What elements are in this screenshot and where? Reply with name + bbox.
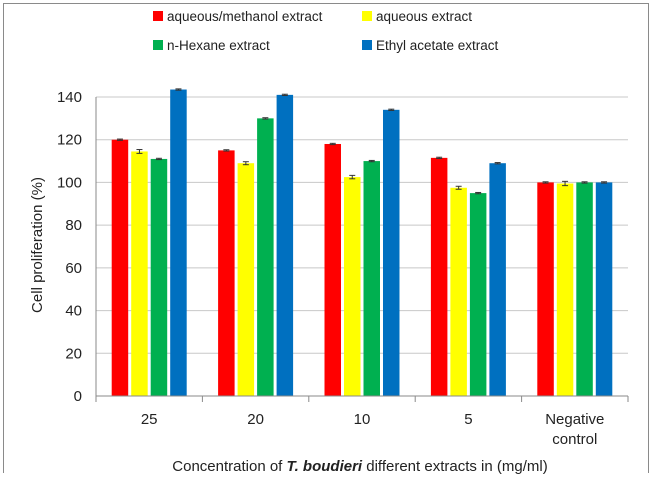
legend-label: n-Hexane extract [167,38,270,53]
x-axis-title-italic: T. boudieri [287,458,363,475]
bar [257,118,274,396]
y-tick-label: 20 [65,345,82,362]
bar [383,109,400,397]
chart-frame [3,3,649,473]
y-tick-label: 140 [57,89,82,106]
x-category-label: 25 [141,411,158,428]
x-category-label-line: Negative [545,411,604,428]
legend-label: aqueous/methanol extract [167,9,323,24]
bar [131,151,148,396]
bars-group [111,89,613,397]
bar [276,94,294,396]
bar [363,161,380,396]
bar [218,150,235,396]
bar [489,163,506,396]
bar [450,187,467,396]
legend-label: aqueous extract [376,9,472,24]
y-tick-labels: 0 20 40 60 80 100 120 140 [57,89,82,405]
legend-swatch [362,11,372,21]
legend-swatch [153,11,163,21]
bar [111,139,129,396]
legend-label: Ethyl acetate extract [376,38,499,53]
bar [576,182,593,396]
x-axis-title-before: Concentration of [172,458,286,475]
bar [170,89,187,397]
y-axis-title: Cell proliferation (%) [29,177,46,313]
x-category-label: 20 [247,411,264,428]
bar [556,183,574,396]
bar [430,157,448,396]
x-category-label: Negative control [545,411,604,448]
x-category-label: 5 [464,411,472,428]
error-bars-group [116,88,608,195]
y-tick-label: 60 [65,260,82,277]
y-tick-label: 0 [74,388,82,405]
x-category-label-line: 5 [464,411,472,428]
y-tick-label: 80 [65,217,82,234]
y-tick-label: 120 [57,132,82,149]
legend: aqueous/methanol extract aqueous extract n… [153,9,499,53]
bar [237,163,255,396]
x-category-label-line: 10 [354,411,371,428]
x-category-label-line: 25 [141,411,158,428]
legend-swatch [153,40,163,50]
y-tick-label: 100 [57,174,82,191]
x-axis-title-after: different extracts in (mg/ml) [362,458,548,475]
bar [469,193,487,396]
bar [537,182,554,396]
x-axis-title: Concentration of T. boudieri different e… [172,458,547,475]
legend-swatch [362,40,372,50]
bar [344,177,361,396]
bar [595,182,613,396]
x-category-label-line: control [552,431,597,448]
bar [324,143,341,396]
bar [150,158,168,396]
x-category-label-line: 20 [247,411,264,428]
x-category-labels: 25 20 10 5 Negative control [141,411,605,448]
axes-group [95,97,629,402]
y-tick-label: 40 [65,303,82,320]
x-category-label: 10 [354,411,371,428]
